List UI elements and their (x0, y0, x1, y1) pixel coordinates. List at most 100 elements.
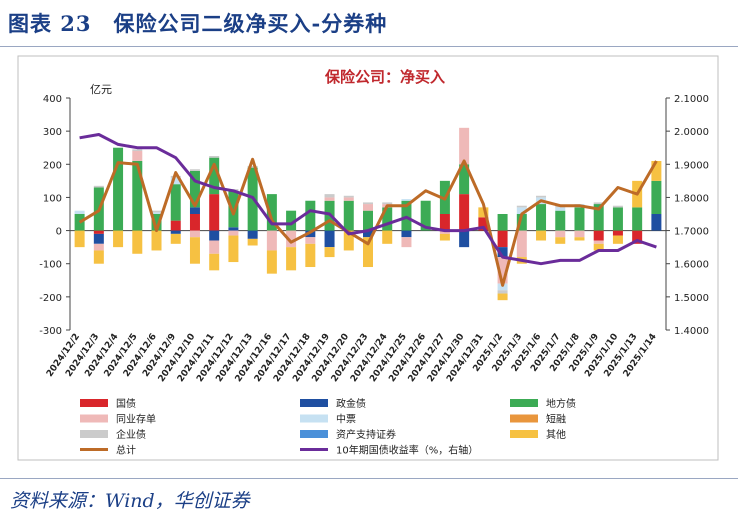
y-tick-label: -300 (39, 326, 62, 337)
bar-segment (209, 194, 220, 231)
bar-segment (228, 230, 239, 236)
bar-segment (593, 230, 604, 241)
bar-segment (555, 207, 566, 211)
bar-segment (632, 230, 643, 244)
bar-segment (593, 243, 604, 251)
y2-tick-label: 1.5000 (674, 293, 709, 304)
bar-segment (401, 230, 412, 238)
bar-segment (536, 204, 547, 231)
bar-segment (151, 210, 162, 213)
bar-segment (305, 230, 316, 238)
bar-segment (305, 200, 316, 231)
bar-segment (170, 233, 181, 244)
y-tick-label: 0 (56, 227, 62, 238)
bar-segment (266, 230, 277, 251)
bar-segment (228, 235, 239, 263)
bar-segment (612, 205, 623, 208)
bar-segment (536, 195, 547, 198)
legend-label: 地方债 (546, 397, 576, 410)
legend-label: 10年期国债收益率（%，右轴） (336, 444, 478, 457)
bar-segment (382, 202, 393, 205)
bar-segment (363, 202, 373, 205)
bar-segment (247, 165, 258, 168)
legend-label: 同业存单 (116, 413, 156, 426)
bar-segment (286, 230, 297, 248)
legend-label: 政金债 (336, 397, 366, 410)
y-tick-label: 300 (43, 127, 62, 138)
bar-segment (459, 194, 470, 231)
bar-segment (555, 237, 566, 244)
y-tick-label: 200 (43, 160, 62, 171)
legend-label: 短融 (546, 413, 566, 426)
bar-segment (132, 230, 143, 254)
bar-segment (593, 240, 604, 244)
bar-segment (497, 290, 508, 294)
bar-segment (401, 199, 412, 201)
bar-segment (151, 214, 162, 231)
series-line (78, 157, 658, 287)
y-axis-label: 亿元 (90, 83, 112, 96)
legend-label: 资产支持证券 (336, 428, 396, 441)
y2-tick-label: 2.0000 (674, 127, 709, 138)
bar-segment (651, 160, 662, 181)
bar-segment (93, 233, 104, 244)
bar-segment (305, 237, 316, 244)
bar-segment (343, 195, 354, 198)
source-note: 资料来源：Wind，华创证券 (10, 490, 250, 512)
bar-segment (189, 169, 200, 171)
y-tick-label: -200 (39, 293, 62, 304)
bar-segment (497, 283, 508, 291)
bar-segment (516, 205, 527, 208)
legend-label: 总计 (116, 444, 136, 457)
bar-segment (632, 207, 643, 231)
bar-segment (113, 230, 124, 248)
bar-segment (343, 230, 354, 251)
legend-swatch (80, 399, 108, 407)
bar-segment (209, 156, 220, 158)
bar-segment (516, 230, 527, 258)
bar-segment (189, 207, 200, 214)
chart-frame (17, 55, 719, 461)
bar-segment (170, 184, 181, 221)
legend-label: 国债 (116, 397, 136, 410)
bar-segment (170, 177, 181, 185)
bar-segment (209, 157, 220, 195)
bar-segment (170, 220, 181, 231)
bar-segment (247, 238, 258, 246)
bar-segment (555, 210, 566, 231)
bar-segment (478, 217, 489, 231)
bar-segment (324, 194, 335, 198)
bar-segment (228, 227, 239, 231)
plot-area: -300 -200 -100 0 100 200 300 400 1.4000 1.5000 1.6… (39, 94, 709, 384)
legend-label: 企业债 (116, 428, 146, 441)
bar-segment (324, 230, 335, 248)
y2-tick-label: 1.6000 (674, 260, 709, 271)
bar-segment (228, 190, 239, 228)
legend-swatch (300, 399, 328, 407)
bar-segment (93, 250, 104, 264)
bar-segment (363, 230, 373, 238)
bar-segment (132, 160, 143, 231)
bar-segment (574, 237, 585, 241)
y-tick-label: 400 (43, 94, 62, 105)
bar-segment (612, 207, 623, 231)
bar-segment (189, 214, 200, 231)
bar-segment (401, 237, 412, 248)
bar-segment (286, 247, 297, 271)
bar-segment (343, 200, 354, 231)
bar-segment (189, 170, 200, 208)
legend-swatch (80, 414, 108, 423)
y-tick-label: -100 (39, 260, 62, 271)
bar-segment (151, 230, 162, 251)
figure-title: 图表 23 保险公司二级净买入-分券种 (8, 11, 388, 36)
bar-segment (459, 164, 470, 195)
legend-swatch (80, 430, 108, 438)
bar-segment (324, 197, 335, 201)
bar-segment (574, 207, 585, 231)
bar-segment (516, 214, 527, 231)
y2-tick-label: 1.8000 (674, 193, 709, 204)
y2-tick-label: 1.9000 (674, 160, 709, 171)
bar-segment (266, 194, 277, 231)
bar-segment (651, 214, 662, 231)
